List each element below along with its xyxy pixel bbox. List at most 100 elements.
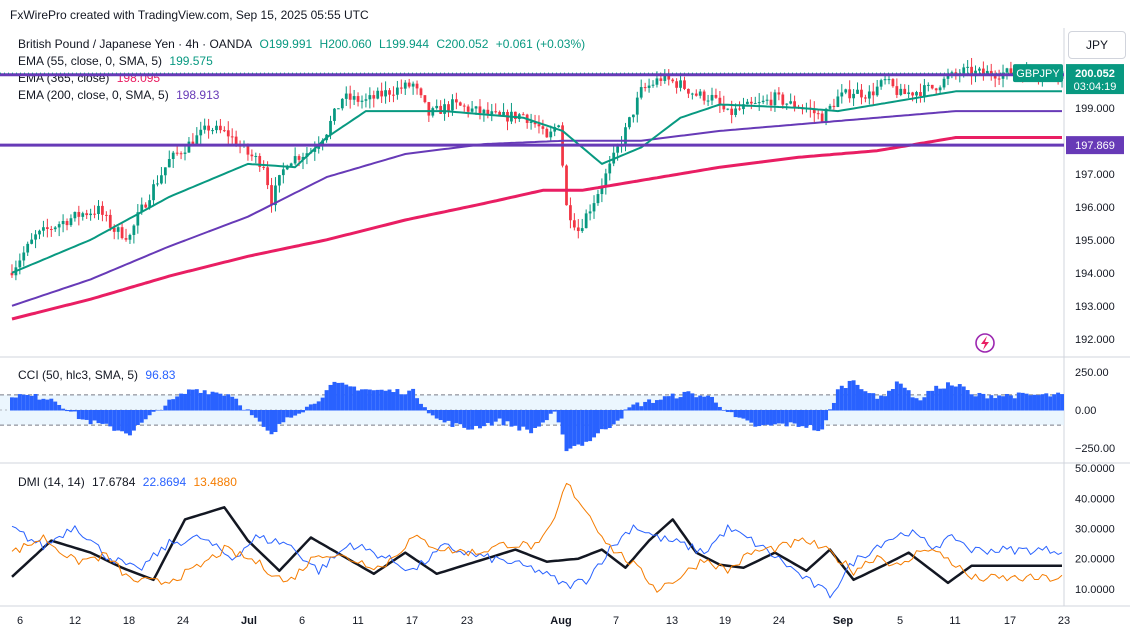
cci-bar xyxy=(242,409,246,411)
cci-bar xyxy=(981,393,986,411)
candle-body xyxy=(982,68,985,74)
cci-bar xyxy=(906,390,911,411)
level-tag xyxy=(1066,136,1124,155)
cci-bar xyxy=(588,410,593,442)
candle-body xyxy=(989,70,993,76)
ema55-value: 199.575 xyxy=(169,54,213,68)
candle-body xyxy=(38,230,41,235)
currency-button[interactable]: JPY xyxy=(1068,31,1126,59)
cci-bar xyxy=(159,409,164,411)
cci-bar xyxy=(230,396,235,411)
cci-legend[interactable]: CCI (50, hlc3, SMA, 5) 96.83 xyxy=(18,368,179,382)
cci-tick-label: −250.00 xyxy=(1075,443,1115,455)
candle-body xyxy=(246,144,250,155)
candle-body xyxy=(954,72,958,75)
time-tick-label: 23 xyxy=(1058,615,1070,627)
candle-body xyxy=(667,74,671,80)
candle-body xyxy=(970,66,973,77)
cci-bar xyxy=(772,410,777,425)
cci-bar xyxy=(603,410,608,430)
candle-body xyxy=(529,121,533,123)
time-tick-label: 17 xyxy=(1004,615,1016,627)
cci-bar xyxy=(784,410,789,427)
candle-body xyxy=(112,227,116,232)
cci-bar xyxy=(1024,393,1029,411)
candle-body xyxy=(352,96,356,100)
cci-bar xyxy=(796,410,801,427)
candle-body xyxy=(867,91,871,99)
cci-bar xyxy=(926,390,931,411)
candle-body xyxy=(179,153,183,155)
ema200-legend[interactable]: EMA (200, close, 0, SMA, 5) 198.913 xyxy=(18,88,223,102)
candle-body xyxy=(89,213,92,216)
cci-bar xyxy=(710,396,714,411)
dmi-legend[interactable]: DMI (14, 14) 17.6784 22.8694 13.4880 xyxy=(18,475,241,489)
cci-bar xyxy=(556,410,561,423)
minus-di-line xyxy=(11,482,1063,593)
candle-body xyxy=(777,92,781,95)
adx-value: 17.6784 xyxy=(92,475,136,489)
flash-icon[interactable] xyxy=(975,333,995,353)
cci-bar xyxy=(285,410,290,418)
cci-bar xyxy=(949,385,954,411)
cci-bar xyxy=(930,390,935,411)
candle-body xyxy=(887,79,891,81)
cci-bar xyxy=(867,393,872,411)
symbol-legend[interactable]: British Pound / Japanese Yen · 4h · OAND… xyxy=(18,37,589,51)
price-tick-label: 197.000 xyxy=(1075,169,1115,181)
cci-bar xyxy=(131,410,136,431)
cci-bar xyxy=(289,410,294,418)
cci-bar xyxy=(835,389,840,411)
candle-body xyxy=(698,91,702,96)
cci-bar xyxy=(1008,395,1013,411)
candle-body xyxy=(848,89,852,99)
candle-body xyxy=(234,136,238,146)
ema200-value: 198.913 xyxy=(176,88,220,102)
candle-body xyxy=(199,129,203,136)
candle-body xyxy=(907,92,911,95)
candle-body xyxy=(557,125,561,128)
candle-body xyxy=(738,108,741,110)
candle-body xyxy=(132,225,136,235)
cci-bar xyxy=(859,389,864,411)
cci-bar xyxy=(592,410,596,438)
candle-body xyxy=(337,108,340,110)
candle-body xyxy=(230,136,234,138)
cci-bar xyxy=(395,389,400,411)
cci-bar xyxy=(100,410,105,424)
candle-body xyxy=(962,67,966,75)
time-tick-label: 19 xyxy=(719,615,731,627)
cci-bar xyxy=(934,385,939,411)
cci-bar xyxy=(41,398,46,411)
candle-body xyxy=(569,205,572,221)
candle-body xyxy=(470,108,474,112)
candle-body xyxy=(773,92,777,106)
candle-body xyxy=(317,144,321,149)
change-value: +0.061 (+0.03%) xyxy=(495,37,586,51)
ema55-legend[interactable]: EMA (55, close, 0, SMA, 5) 199.575 xyxy=(18,54,217,68)
cci-bar xyxy=(698,395,703,411)
candle-body xyxy=(946,75,950,79)
candle-body xyxy=(651,84,655,86)
cci-bar xyxy=(666,396,671,411)
high-value: H200.060 xyxy=(319,37,372,51)
cci-bar xyxy=(332,381,337,411)
candle-body xyxy=(706,100,710,102)
cci-bar xyxy=(985,398,990,411)
candle-body xyxy=(746,101,749,105)
dmi-tick-label: 50.0000 xyxy=(1075,463,1115,475)
cci-bar xyxy=(277,410,282,424)
candle-body xyxy=(124,238,128,240)
cci-bar xyxy=(72,410,77,412)
cci-label: CCI (50, hlc3, SMA, 5) xyxy=(18,368,139,382)
cci-bar xyxy=(147,410,152,416)
cci-bar xyxy=(965,390,970,411)
cci-bar xyxy=(544,410,549,421)
candle-body xyxy=(211,130,214,132)
candle-body xyxy=(911,92,914,96)
ema-lines xyxy=(0,72,1064,321)
candle-body xyxy=(360,100,364,102)
plus-di-value: 22.8694 xyxy=(142,475,187,489)
candle-body xyxy=(832,105,836,107)
